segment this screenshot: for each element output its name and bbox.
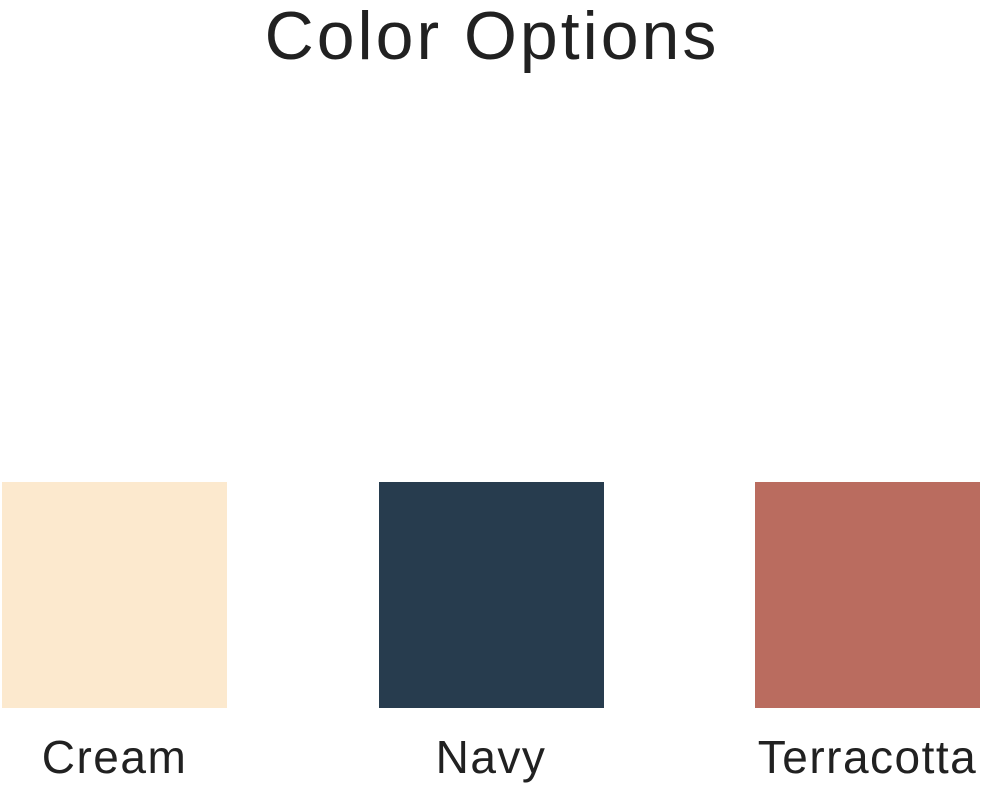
- terracotta-swatch-label: Terracotta: [757, 731, 978, 783]
- navy-swatch[interactable]: [378, 482, 604, 708]
- swatch-row: Cream Navy Terracotta: [0, 482, 984, 785]
- navy-swatch-label: Navy: [435, 731, 547, 783]
- terracotta-swatch[interactable]: [755, 482, 980, 708]
- cream-swatch-label: Cream: [41, 731, 188, 783]
- color-option-cream: Cream: [2, 482, 227, 785]
- color-option-navy: Navy: [378, 482, 604, 785]
- color-option-terracotta: Terracotta: [755, 482, 980, 785]
- page-title: Color Options: [264, 0, 720, 74]
- cream-swatch[interactable]: [2, 482, 227, 708]
